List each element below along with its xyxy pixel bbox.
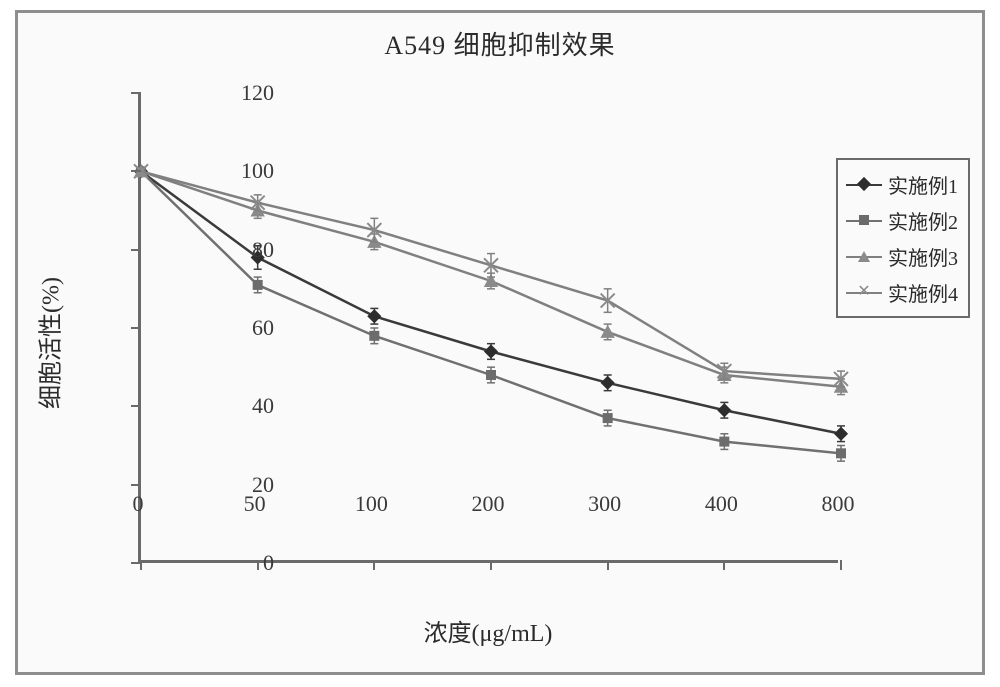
y-tick	[131, 170, 141, 172]
legend-swatch	[846, 174, 882, 194]
y-tick-label: 80	[214, 237, 274, 263]
legend-label: 实施例4	[888, 278, 958, 307]
x-tick	[490, 560, 492, 570]
x-tick	[607, 560, 609, 570]
legend-swatch	[846, 210, 882, 230]
y-tick-label: 40	[214, 393, 274, 419]
y-tick	[131, 92, 141, 94]
data-marker	[600, 325, 614, 338]
legend-label: 实施例3	[888, 242, 958, 271]
data-marker	[486, 370, 496, 380]
legend-item: 实施例3	[846, 238, 958, 274]
y-tick	[131, 327, 141, 329]
legend-item: ✕ 实施例4	[846, 274, 958, 310]
data-marker	[369, 331, 379, 341]
data-marker	[834, 427, 848, 441]
data-marker	[484, 344, 498, 358]
square-icon	[859, 215, 869, 225]
x-tick-label: 400	[705, 491, 738, 517]
x-tick-label: 300	[588, 491, 621, 517]
data-marker	[367, 309, 381, 323]
data-marker	[253, 280, 263, 290]
triangle-icon	[858, 251, 870, 262]
x-tick-label: 800	[822, 491, 855, 517]
legend-label: 实施例1	[888, 170, 958, 199]
y-axis-title: 细胞活性(%)	[31, 277, 66, 409]
x-tick-label: 100	[355, 491, 388, 517]
y-tick	[131, 405, 141, 407]
x-tick-label: 0	[133, 491, 144, 517]
legend-swatch: ✕	[846, 282, 882, 302]
legend-label: 实施例2	[888, 206, 958, 235]
x-tick-label: 50	[244, 491, 266, 517]
y-tick-label: 120	[214, 80, 274, 106]
x-tick	[723, 560, 725, 570]
legend: 实施例1 实施例2 实施例3 ✕ 实施例4	[836, 158, 970, 318]
y-tick	[131, 484, 141, 486]
legend-item: 实施例2	[846, 202, 958, 238]
x-tick	[140, 560, 142, 570]
figure-frame: A549 细胞抑制效果 细胞活性(%) 浓度(μg/mL) 实施例1实施例2实施…	[15, 10, 985, 675]
data-marker	[836, 448, 846, 458]
data-marker	[717, 403, 731, 417]
x-axis-title: 浓度(μg/mL)	[138, 613, 838, 648]
x-tick-label: 200	[472, 491, 505, 517]
legend-swatch	[846, 246, 882, 266]
data-marker	[601, 376, 615, 390]
x-tick	[373, 560, 375, 570]
y-tick-label: 60	[214, 315, 274, 341]
diamond-icon	[859, 179, 869, 189]
y-tick-label: 100	[214, 158, 274, 184]
data-marker	[719, 437, 729, 447]
data-marker	[603, 413, 613, 423]
y-tick	[131, 249, 141, 251]
x-tick	[840, 560, 842, 570]
chart-title: A549 细胞抑制效果	[18, 25, 982, 62]
y-tick-label: 0	[214, 550, 274, 576]
x-icon: ✕	[857, 287, 870, 297]
legend-item: 实施例1	[846, 166, 958, 202]
